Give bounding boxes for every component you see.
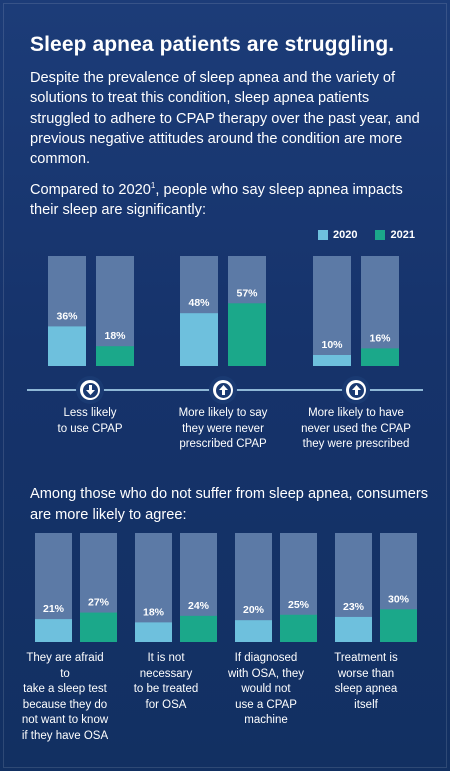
arrow-up-icon — [351, 385, 361, 395]
value-label-1-1-2020: 48% — [188, 297, 210, 309]
legend-item-2021: 2021 — [375, 229, 415, 241]
value-label-2-1-2021: 24% — [188, 600, 210, 612]
bar-1-1-2020 — [180, 313, 218, 366]
value-label-2-3-2020: 23% — [343, 601, 365, 613]
value-label-1-2-2021: 16% — [369, 332, 391, 344]
caption-treatment-worse: Treatment is worse than sleep apnea itse… — [334, 652, 398, 711]
value-label-2-0-2021: 27% — [88, 597, 110, 609]
bar-2-1-2021 — [180, 615, 217, 642]
caption-afraid-sleep-test: They are afraid to take a sleep test bec… — [21, 652, 109, 742]
page-title: Sleep apnea patients are struggling. — [30, 33, 395, 56]
value-label-1-2-2020: 10% — [321, 339, 343, 351]
bar-2-0-2021 — [80, 612, 117, 642]
bar-2-3-2020 — [335, 616, 372, 642]
non-sufferers-heading: Among those who do not suffer from sleep… — [30, 486, 429, 523]
value-label-2-2-2021: 25% — [288, 599, 310, 611]
bar-1-0-2020 — [48, 326, 86, 366]
footnote-marker: 1 — [150, 181, 156, 190]
bar-2-3-2021 — [380, 609, 417, 642]
caption-not-necessary-treated: It is not necessary to be treated for OS… — [133, 652, 199, 711]
caption-less-likely-cpap: Less likely to use CPAP — [57, 407, 123, 435]
intro-paragraph: Despite the prevalence of sleep apnea an… — [30, 70, 420, 168]
comparison-text-tail: , people who say sleep apnea impacts the… — [30, 181, 403, 219]
arrow-down-badge — [80, 380, 100, 400]
bar-track-1-2-2021 — [361, 256, 399, 366]
chart-legend: 2020 2021 — [318, 229, 427, 241]
value-label-2-1-2020: 18% — [143, 606, 165, 618]
arrow-down-icon — [85, 385, 95, 395]
legend-swatch-2020 — [318, 230, 328, 240]
value-label-1-0-2021: 18% — [104, 330, 126, 342]
value-label-1-1-2021: 57% — [236, 287, 258, 299]
bar-2-2-2021 — [280, 614, 317, 642]
bar-2-1-2020 — [135, 622, 172, 642]
value-label-1-0-2020: 36% — [56, 310, 78, 322]
comparison-heading: Compared to 20201, people who say sleep … — [30, 176, 430, 221]
caption-never-used-cpap: More likely to have never used the CPAP … — [301, 407, 411, 451]
bar-2-0-2020 — [35, 619, 72, 642]
arrow-up-badge-1 — [213, 380, 233, 400]
bar-1-2-2020 — [313, 355, 351, 366]
bar-track-1-2-2020 — [313, 256, 351, 366]
bar-1-1-2021 — [228, 303, 266, 366]
value-label-2-0-2020: 21% — [43, 603, 65, 615]
value-label-2-3-2021: 30% — [388, 593, 410, 605]
infographic-frame — [3, 3, 447, 768]
legend-item-2020: 2020 — [318, 229, 357, 241]
caption-would-not-use-cpap: If diagnosed with OSA, they would not us… — [227, 652, 305, 727]
arrow-up-badge-2 — [346, 380, 366, 400]
value-label-2-2-2020: 20% — [243, 604, 265, 616]
legend-swatch-2021 — [375, 230, 386, 240]
legend-label-2021: 2021 — [390, 229, 415, 241]
bar-1-0-2021 — [96, 346, 134, 366]
legend-label-2020: 2020 — [333, 229, 358, 241]
bar-1-2-2021 — [361, 348, 399, 366]
caption-never-prescribed: More likely to say they were never presc… — [178, 407, 268, 451]
arrow-up-icon — [218, 385, 228, 395]
bar-2-2-2020 — [235, 620, 272, 642]
comparison-text: Compared to 2020 — [30, 181, 151, 198]
